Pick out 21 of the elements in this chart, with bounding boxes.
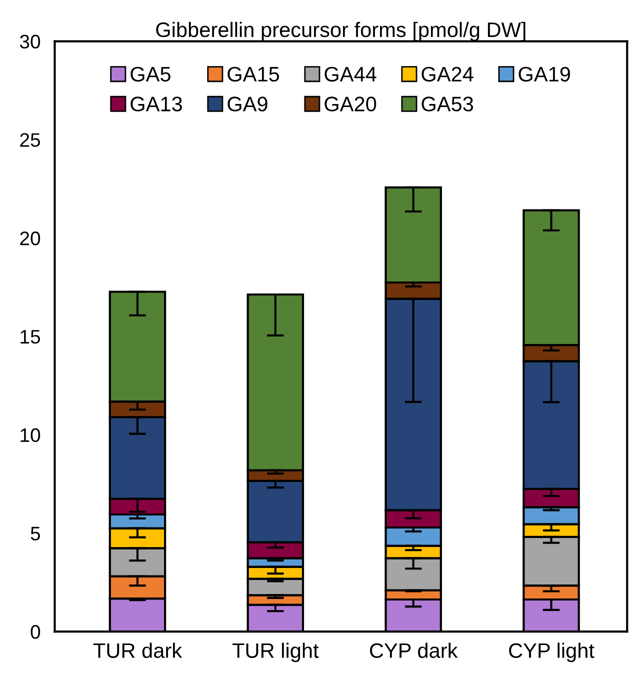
y-tick-label: 10 [20, 428, 40, 442]
x-tick-label: TUR light [232, 642, 319, 662]
y-tick-label: 15 [20, 330, 40, 344]
legend-label: GA5 [130, 66, 170, 82]
y-tick-label: 20 [20, 232, 40, 246]
chart-title: Gibberellin precursor forms [pmol/g DW] [156, 22, 526, 42]
legend-label: GA24 [422, 66, 474, 82]
x-tick-label: TUR dark [93, 642, 182, 658]
legend-label: GA15 [228, 66, 280, 82]
y-tick-label: 25 [20, 133, 40, 147]
y-tick-label: 30 [20, 34, 40, 49]
x-tick-label: CYP dark [370, 642, 458, 658]
legend-label: GA13 [130, 96, 182, 112]
x-tick-label: CYP light [509, 642, 594, 662]
legend-label: GA53 [422, 96, 474, 112]
legend-label: GA19 [518, 66, 570, 82]
legend-label: GA44 [324, 66, 376, 82]
legend-label: GA9 [228, 96, 268, 112]
y-tick-label: 5 [30, 526, 40, 540]
y-tick-label: 0 [30, 625, 40, 639]
legend-label: GA20 [324, 96, 376, 112]
